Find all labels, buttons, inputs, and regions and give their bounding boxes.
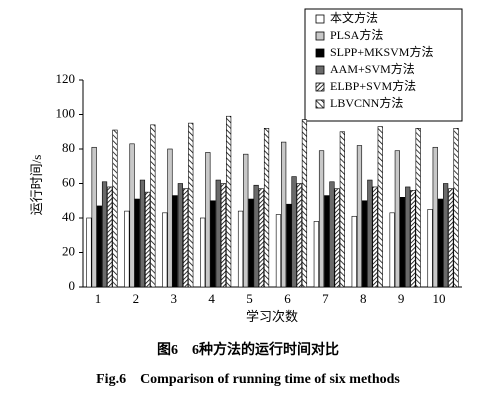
bar (389, 212, 395, 288)
bar (334, 188, 340, 288)
bar (96, 205, 102, 288)
bar (150, 124, 156, 288)
bar (237, 210, 244, 288)
bar (313, 221, 319, 288)
bar (281, 141, 287, 288)
bar (443, 183, 449, 288)
bar (351, 215, 357, 288)
bar (296, 183, 302, 288)
bar (286, 203, 292, 288)
legend-label: LBVCNN方法 (330, 95, 403, 110)
x-tick-label: 8 (360, 291, 367, 306)
bar (339, 131, 345, 288)
x-tick-label: 1 (95, 291, 102, 306)
bar (301, 119, 308, 288)
bar (248, 198, 254, 288)
bar (427, 209, 433, 288)
bar (205, 152, 211, 288)
bar (220, 183, 227, 288)
bar (356, 145, 363, 288)
y-tick-label: 120 (56, 71, 76, 86)
bar (253, 184, 259, 288)
x-tick-label: 4 (208, 291, 215, 306)
bar (177, 183, 183, 288)
legend-label: ELBP+SVM方法 (330, 78, 416, 93)
bar (182, 188, 189, 288)
x-tick-label: 10 (433, 291, 446, 306)
legend-label: SLPP+MKSVM方法 (330, 44, 433, 59)
bar (215, 179, 221, 288)
bar (329, 181, 335, 288)
legend-label: AAM+SVM方法 (330, 61, 415, 76)
bar (410, 190, 416, 288)
bar (145, 191, 151, 288)
bar (437, 198, 444, 288)
bar (112, 129, 118, 288)
x-tick-label: 9 (398, 291, 405, 306)
y-tick-label: 100 (56, 105, 76, 120)
bar (258, 188, 264, 288)
bar (318, 150, 325, 288)
bar (448, 188, 454, 288)
bar (134, 198, 140, 288)
bar (167, 148, 173, 288)
bar (263, 128, 270, 288)
x-axis-label: 学习次数 (246, 309, 298, 324)
legend-swatch (315, 82, 325, 92)
bar (226, 115, 232, 288)
bar (243, 153, 249, 288)
bar (91, 146, 97, 288)
x-tick-label: 6 (284, 291, 291, 306)
y-axis-label: 运行时间/s (29, 155, 44, 216)
bar (362, 200, 368, 288)
y-tick-label: 0 (69, 278, 76, 293)
legend-swatch (315, 65, 325, 75)
bar (399, 197, 406, 288)
bar (377, 126, 383, 288)
x-tick-label: 7 (322, 291, 329, 306)
bar (188, 122, 194, 288)
legend-label: 本文方法 (330, 10, 378, 25)
bar (129, 143, 135, 288)
bar (367, 179, 373, 288)
bar (139, 179, 146, 288)
x-tick-label: 5 (246, 291, 253, 306)
legend-swatch (315, 48, 325, 58)
bar (415, 128, 421, 288)
y-tick-label: 60 (62, 174, 75, 189)
legend-swatch (315, 14, 325, 24)
chart-subtitle: Fig.6 Comparison of running time of six … (96, 372, 400, 387)
bar (200, 217, 206, 288)
bar (453, 128, 459, 288)
chart-title: 图6 6种方法的运行时间对比 (157, 341, 339, 358)
bar (86, 217, 92, 288)
bar (405, 186, 411, 288)
bar (124, 210, 130, 288)
bar (324, 195, 330, 288)
bar (291, 176, 297, 288)
bar (394, 150, 400, 288)
legend-swatch (315, 31, 325, 41)
bar (101, 181, 108, 288)
bar (162, 212, 168, 288)
legend-label: PLSA方法 (330, 27, 383, 42)
bar (372, 186, 378, 288)
bar (172, 195, 178, 288)
y-tick-label: 40 (62, 209, 75, 224)
bar (432, 146, 438, 288)
bar (107, 186, 113, 288)
bar (210, 200, 216, 288)
x-tick-label: 2 (133, 291, 140, 306)
x-tick-label: 3 (171, 291, 178, 306)
y-tick-label: 20 (62, 243, 75, 258)
legend-box (304, 8, 463, 122)
bar (275, 214, 282, 288)
y-tick-label: 80 (62, 140, 75, 155)
legend-swatch (315, 99, 325, 109)
